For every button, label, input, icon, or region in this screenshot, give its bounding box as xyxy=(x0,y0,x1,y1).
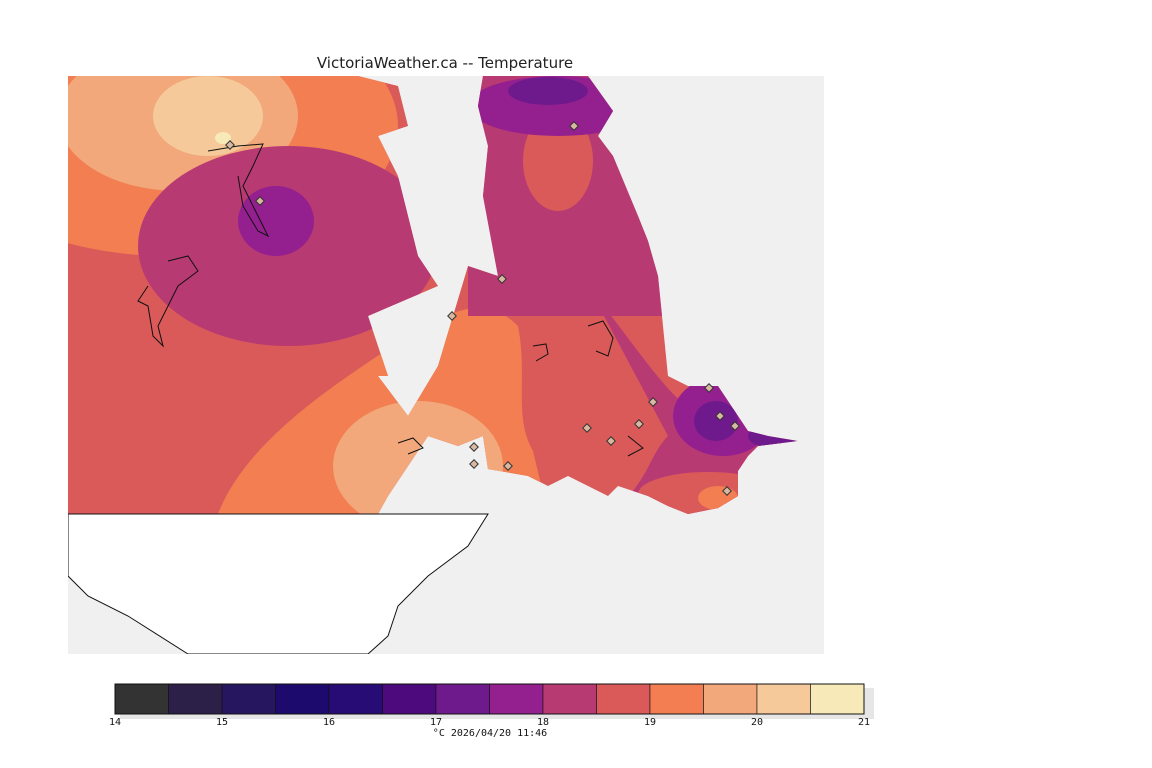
colorbar-tick-label: 16 xyxy=(323,717,335,728)
colorbar-bin xyxy=(435,683,490,715)
station-marker xyxy=(606,436,616,446)
station-marker xyxy=(497,274,507,284)
station-marker xyxy=(722,486,732,496)
colorbar-tick-label: 21 xyxy=(858,717,870,728)
station-marker xyxy=(648,397,658,407)
station-marker xyxy=(634,419,644,429)
station-marker xyxy=(569,121,579,131)
colorbar-tick-label: 20 xyxy=(751,717,763,728)
colorbar-bin xyxy=(382,683,437,715)
colorbar-bin xyxy=(596,683,651,715)
colorbar-bin xyxy=(489,683,544,715)
temperature-map xyxy=(68,76,824,654)
colorbar-frame xyxy=(114,683,865,715)
station-marker xyxy=(469,459,479,469)
station-marker xyxy=(730,421,740,431)
colorbar-bin xyxy=(810,683,865,715)
colorbar-tick-label: 19 xyxy=(644,717,656,728)
colorbar-tick-label: 18 xyxy=(537,717,549,728)
station-marker xyxy=(582,423,592,433)
coastlines xyxy=(137,143,644,457)
station-marker xyxy=(503,461,513,471)
colorbar-bin xyxy=(168,683,223,715)
station-marker xyxy=(469,442,479,452)
colorbar-tick-label: 14 xyxy=(109,717,121,728)
station-marker xyxy=(225,140,235,150)
colorbar-bin xyxy=(114,683,169,715)
us-coast-land xyxy=(68,513,489,654)
colorbar-bin xyxy=(275,683,330,715)
unit-label: °C xyxy=(432,728,445,739)
colorbar-bin xyxy=(221,683,276,715)
colorbar-bin xyxy=(703,683,758,715)
colorbar-shadow xyxy=(120,688,874,719)
colorbar-bin xyxy=(649,683,704,715)
timestamp: 2026/04/20 11:46 xyxy=(450,728,548,739)
colorbar-tick-label: 15 xyxy=(216,717,228,728)
station-marker xyxy=(255,196,265,206)
colorbar-caption: °C 2026/04/20 11:46 xyxy=(380,728,600,739)
colorbar-bin xyxy=(328,683,383,715)
station-marker xyxy=(447,311,457,321)
colorbar-bins xyxy=(114,683,865,715)
station-marker xyxy=(715,411,725,421)
colorbar-bin xyxy=(542,683,597,715)
colorbar-tick-label: 17 xyxy=(430,717,442,728)
colorbar-bin xyxy=(756,683,811,715)
map-title: VictoriaWeather.ca -- Temperature xyxy=(316,54,574,72)
station-marker xyxy=(704,383,714,393)
station-markers xyxy=(225,121,740,496)
colorbar-ticks: 14 15 16 17 18 19 20 21 xyxy=(109,717,870,728)
